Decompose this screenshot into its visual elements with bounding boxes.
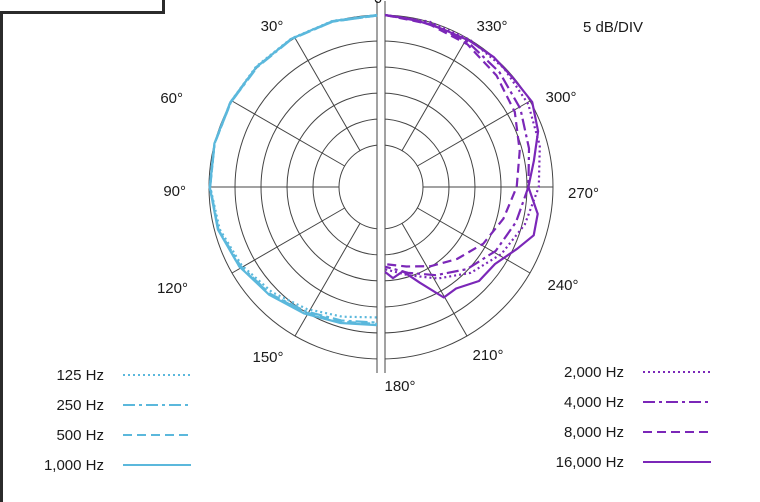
angle-label-180: 180° bbox=[384, 378, 415, 395]
polar-grid bbox=[208, 1, 554, 375]
angle-label-120: 120° bbox=[157, 280, 188, 297]
series-curve-7 bbox=[384, 13, 540, 299]
center-gap bbox=[377, 1, 385, 375]
grid-spoke bbox=[294, 37, 361, 151]
legend-label: 2,000 Hz bbox=[564, 364, 624, 381]
legend-label: 8,000 Hz bbox=[564, 424, 624, 441]
grid-spoke bbox=[417, 100, 531, 167]
angle-label-300: 300° bbox=[545, 89, 576, 106]
angle-label-0: 0° bbox=[374, 0, 388, 7]
angle-label-150: 150° bbox=[252, 349, 283, 366]
angle-label-210: 210° bbox=[472, 347, 503, 364]
grid-spoke bbox=[401, 223, 468, 337]
legend: 125 Hz 250 Hz 500 Hz 1,000 Hz 2,000 Hz 4,000 … bbox=[44, 364, 711, 474]
legend-label: 125 Hz bbox=[56, 367, 104, 384]
series-curve-1 bbox=[209, 14, 378, 324]
series-curve-3 bbox=[208, 13, 378, 327]
legend-label: 1,000 Hz bbox=[44, 457, 104, 474]
legend-label: 16,000 Hz bbox=[556, 454, 624, 471]
grid-spoke bbox=[231, 100, 345, 167]
angle-label-330: 330° bbox=[476, 18, 507, 35]
angle-labels: 0° 30° 60° 90° 120° 150° 180° 210° 240° 270° 300° 3… bbox=[157, 0, 599, 395]
polar-curves bbox=[208, 13, 541, 327]
angle-label-240: 240° bbox=[547, 277, 578, 294]
grid-spoke bbox=[231, 207, 345, 274]
series-curve-4 bbox=[384, 13, 541, 280]
series-curve-6 bbox=[384, 13, 521, 268]
legend-label: 250 Hz bbox=[56, 397, 104, 414]
angle-label-60: 60° bbox=[160, 90, 183, 107]
scale-label: 5 dB/DIV bbox=[583, 19, 643, 36]
grid-spoke bbox=[401, 37, 468, 151]
angle-label-30: 30° bbox=[261, 18, 284, 35]
angle-label-270: 270° bbox=[568, 185, 599, 202]
grid-spoke bbox=[294, 223, 361, 337]
legend-label: 500 Hz bbox=[56, 427, 104, 444]
angle-label-90: 90° bbox=[163, 183, 186, 200]
frame-left-border bbox=[0, 0, 3, 502]
series-curve-5 bbox=[384, 13, 531, 277]
legend-label: 4,000 Hz bbox=[564, 394, 624, 411]
grid-spoke bbox=[417, 207, 531, 274]
frame-top-tab bbox=[0, 0, 165, 14]
series-curve-0 bbox=[209, 13, 378, 319]
